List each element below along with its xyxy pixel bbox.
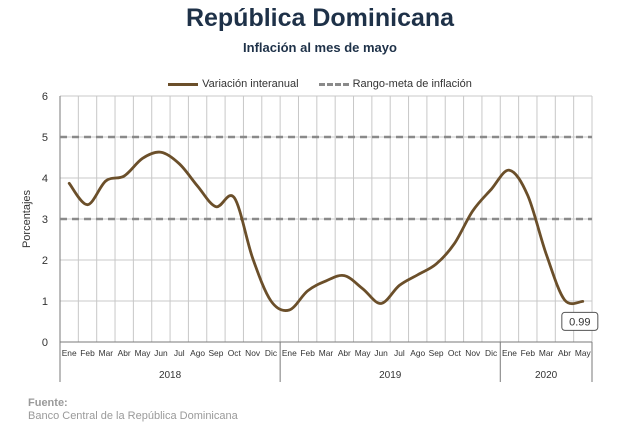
legend-item-series: Variación interanual [168,78,299,90]
x-tick-label: Feb [300,348,315,358]
y-tick-label: 2 [42,255,48,267]
y-axis-label: Porcentajes [21,189,33,248]
year-label: 2018 [159,370,182,381]
legend-label-series: Variación interanual [202,78,299,90]
x-tick-label: Sep [208,348,223,358]
x-tick-label: Ene [282,348,297,358]
x-tick-label: Feb [521,348,536,358]
y-tick-label: 3 [42,214,48,226]
chart-title: República Dominicana [185,4,455,32]
x-tick-label: Abr [118,348,131,358]
chart-subtitle: Inflación al mes de mayo [243,40,397,55]
source-text: Banco Central de la República Dominicana [28,410,238,422]
x-tick-label: Mar [319,348,334,358]
legend-swatch-target [318,82,349,86]
x-tick-label: Ene [62,348,77,358]
x-tick-label: Dic [485,348,497,358]
legend-swatch-series [168,82,199,86]
year-label: 2019 [379,370,402,381]
series-line [67,150,585,312]
x-tick-label: Ago [190,348,205,358]
x-tick-label: Jun [374,348,388,358]
x-tick-label: Ene [502,348,517,358]
x-tick-label: Nov [465,348,481,358]
annotation-box [561,311,599,331]
x-tick-label: Oct [228,348,242,358]
x-tick-label: May [575,348,592,358]
x-tick-label: May [355,348,372,358]
x-tick-label: Jul [174,348,185,358]
x-tick-label: Mar [99,348,114,358]
x-tick-label: Nov [245,348,261,358]
x-tick-label: Jun [154,348,168,358]
x-tick-label: Sep [429,348,444,358]
year-label: 2020 [535,370,558,381]
x-tick-label: Ago [410,348,425,358]
y-tick-label: 0 [42,337,48,349]
x-tick-label: Feb [80,348,95,358]
annotation-label: 0.99 [569,316,590,328]
source-heading: Fuente: [28,397,68,409]
x-tick-label: Oct [448,348,462,358]
legend: Variación interanual Rango-meta de infla… [0,78,640,90]
x-tick-label: Abr [338,348,351,358]
x-tick-label: Mar [539,348,554,358]
y-tick-label: 1 [42,296,48,308]
x-tick-label: Abr [558,348,571,358]
x-tick-label: Jul [394,348,405,358]
legend-item-target: Rango-meta de inflación [318,78,472,90]
y-tick-label: 5 [42,132,48,144]
legend-label-target: Rango-meta de inflación [352,78,472,90]
x-tick-label: May [135,348,152,358]
y-tick-label: 4 [42,173,48,185]
x-tick-label: Dic [265,348,277,358]
y-tick-label: 6 [42,91,48,103]
